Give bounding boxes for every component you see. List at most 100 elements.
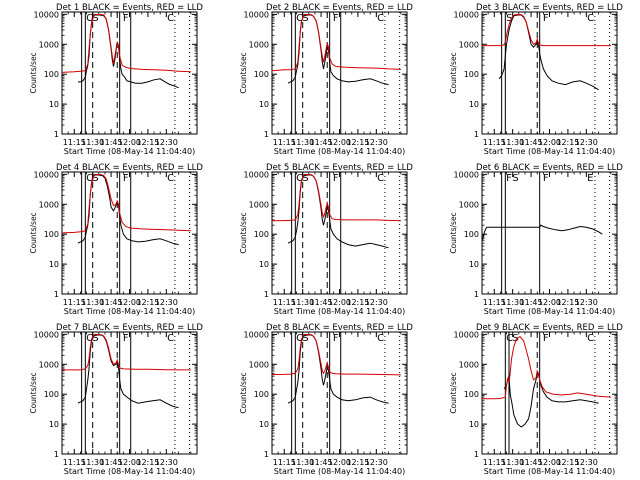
- x-tick-label: 11:30: [291, 138, 314, 147]
- x-tick-label: 11:30: [291, 458, 314, 467]
- x-tick-label: 12:15: [346, 138, 369, 147]
- x-tick-label: 12:30: [575, 458, 598, 467]
- series-line-lld: [62, 173, 191, 234]
- y-tick-label: 100: [254, 70, 269, 79]
- panel-title: Det 6 BLACK = Events, RED = LLD: [476, 163, 623, 173]
- y-tick-label: 10: [469, 420, 479, 429]
- x-tick-label: 12:15: [346, 458, 369, 467]
- x-tick-label: 11:45: [100, 458, 123, 467]
- y-tick-label: 10000: [34, 330, 59, 339]
- series-line-lld: [272, 173, 401, 222]
- x-tick-label: 12:00: [118, 458, 141, 467]
- flag-label: C: [587, 13, 594, 24]
- y-tick-label: 10000: [244, 10, 269, 19]
- x-tick-label: 11:45: [310, 458, 333, 467]
- y-tick-label: 10: [469, 100, 479, 109]
- y-tick-label: 1000: [459, 360, 479, 369]
- flag-label: S: [512, 173, 518, 184]
- flag-label: F: [543, 173, 549, 184]
- x-tick-label: 11:45: [310, 298, 333, 307]
- flag-label: F: [333, 333, 339, 344]
- x-tick-label: 12:30: [365, 458, 388, 467]
- x-axis-label: Start Time (08-May-14 11:04:40): [64, 467, 195, 476]
- y-tick-label: 1000: [39, 200, 59, 209]
- x-tick-label: 11:45: [310, 138, 333, 147]
- flag-label: F: [543, 13, 549, 24]
- series-line-events: [78, 14, 179, 89]
- plot-frame: [271, 11, 408, 135]
- y-axis-label: Counts/sec: [239, 52, 248, 93]
- x-tick-label: 12:00: [118, 138, 141, 147]
- y-tick-label: 10000: [454, 170, 479, 179]
- y-tick-label: 10000: [454, 330, 479, 339]
- x-tick-label: 11:30: [291, 298, 314, 307]
- x-tick-label: 12:30: [155, 458, 178, 467]
- flag-label: S: [92, 333, 98, 344]
- x-tick-label: 12:15: [136, 298, 159, 307]
- y-tick-label: 1: [264, 450, 269, 459]
- y-axis-label: Counts/sec: [449, 372, 458, 413]
- y-tick-label: 10000: [34, 170, 59, 179]
- flag-label: E: [587, 173, 593, 184]
- panel-title: Det 8 BLACK = Events, RED = LLD: [266, 323, 413, 333]
- y-tick-label: 100: [464, 390, 479, 399]
- series-line-events: [287, 334, 389, 404]
- x-tick-label: 11:30: [81, 298, 104, 307]
- x-tick-label: 11:30: [81, 458, 104, 467]
- detector-panel-4: Det 4 BLACK = Events, RED = LLD 1 10 100 100…: [29, 163, 203, 316]
- plot-frame: [271, 331, 408, 455]
- x-tick-label: 11:15: [483, 298, 506, 307]
- x-tick-label: 12:00: [328, 458, 351, 467]
- y-axis-label: Counts/sec: [29, 52, 38, 93]
- series-line-lld: [272, 333, 401, 376]
- y-tick-label: 100: [464, 70, 479, 79]
- flag-label: F: [123, 13, 129, 24]
- y-tick-label: 1000: [249, 200, 269, 209]
- x-tick-label: 12:15: [136, 138, 159, 147]
- flag-label: C: [587, 333, 594, 344]
- x-tick-label: 11:30: [501, 138, 524, 147]
- plot-frame: [271, 171, 408, 295]
- y-tick-label: 10000: [34, 10, 59, 19]
- x-tick-label: 12:00: [538, 138, 561, 147]
- panel-title: Det 2 BLACK = Events, RED = LLD: [266, 3, 413, 13]
- series-line-lld: [482, 335, 611, 400]
- flag-label: C: [377, 173, 384, 184]
- series-line-lld: [272, 13, 401, 72]
- x-tick-label: 12:15: [556, 138, 579, 147]
- y-tick-label: 10000: [244, 330, 269, 339]
- flag-label: C: [296, 173, 303, 184]
- x-tick-label: 12:30: [575, 138, 598, 147]
- y-tick-label: 1000: [249, 40, 269, 49]
- flag-label: C: [377, 333, 384, 344]
- detector-panel-5: Det 5 BLACK = Events, RED = LLD 1 10 100 100…: [239, 163, 413, 316]
- plot-frame: [481, 171, 618, 295]
- series-line-lld: [62, 333, 191, 371]
- x-axis-label: Start Time (08-May-14 11:04:40): [484, 307, 615, 316]
- y-tick-label: 1: [54, 450, 59, 459]
- y-tick-label: 10: [49, 100, 59, 109]
- flag-label: S: [512, 333, 518, 344]
- flag-label: F: [506, 173, 512, 184]
- flag-label: C: [86, 333, 93, 344]
- x-tick-label: 12:00: [538, 298, 561, 307]
- x-tick-label: 11:45: [520, 458, 543, 467]
- flag-label: C: [377, 13, 384, 24]
- flag-label: F: [123, 173, 129, 184]
- y-tick-label: 1000: [39, 360, 59, 369]
- y-tick-label: 100: [44, 230, 59, 239]
- x-tick-label: 12:00: [538, 458, 561, 467]
- flag-label: S: [506, 13, 512, 24]
- y-tick-label: 100: [254, 390, 269, 399]
- flag-label: C: [506, 333, 513, 344]
- y-tick-label: 10: [259, 420, 269, 429]
- detector-panel-6: Det 6 BLACK = Events, RED = LLD 1 10 100 100…: [449, 163, 623, 316]
- x-axis-label: Start Time (08-May-14 11:04:40): [484, 467, 615, 476]
- x-axis-label: Start Time (08-May-14 11:04:40): [274, 147, 405, 156]
- panel-title: Det 7 BLACK = Events, RED = LLD: [56, 323, 203, 333]
- detector-panel-2: Det 2 BLACK = Events, RED = LLD 1 10 100 100…: [239, 3, 413, 156]
- flag-label: S: [302, 13, 308, 24]
- plot-frame: [61, 11, 198, 135]
- flag-label: F: [123, 333, 129, 344]
- y-tick-label: 10000: [244, 170, 269, 179]
